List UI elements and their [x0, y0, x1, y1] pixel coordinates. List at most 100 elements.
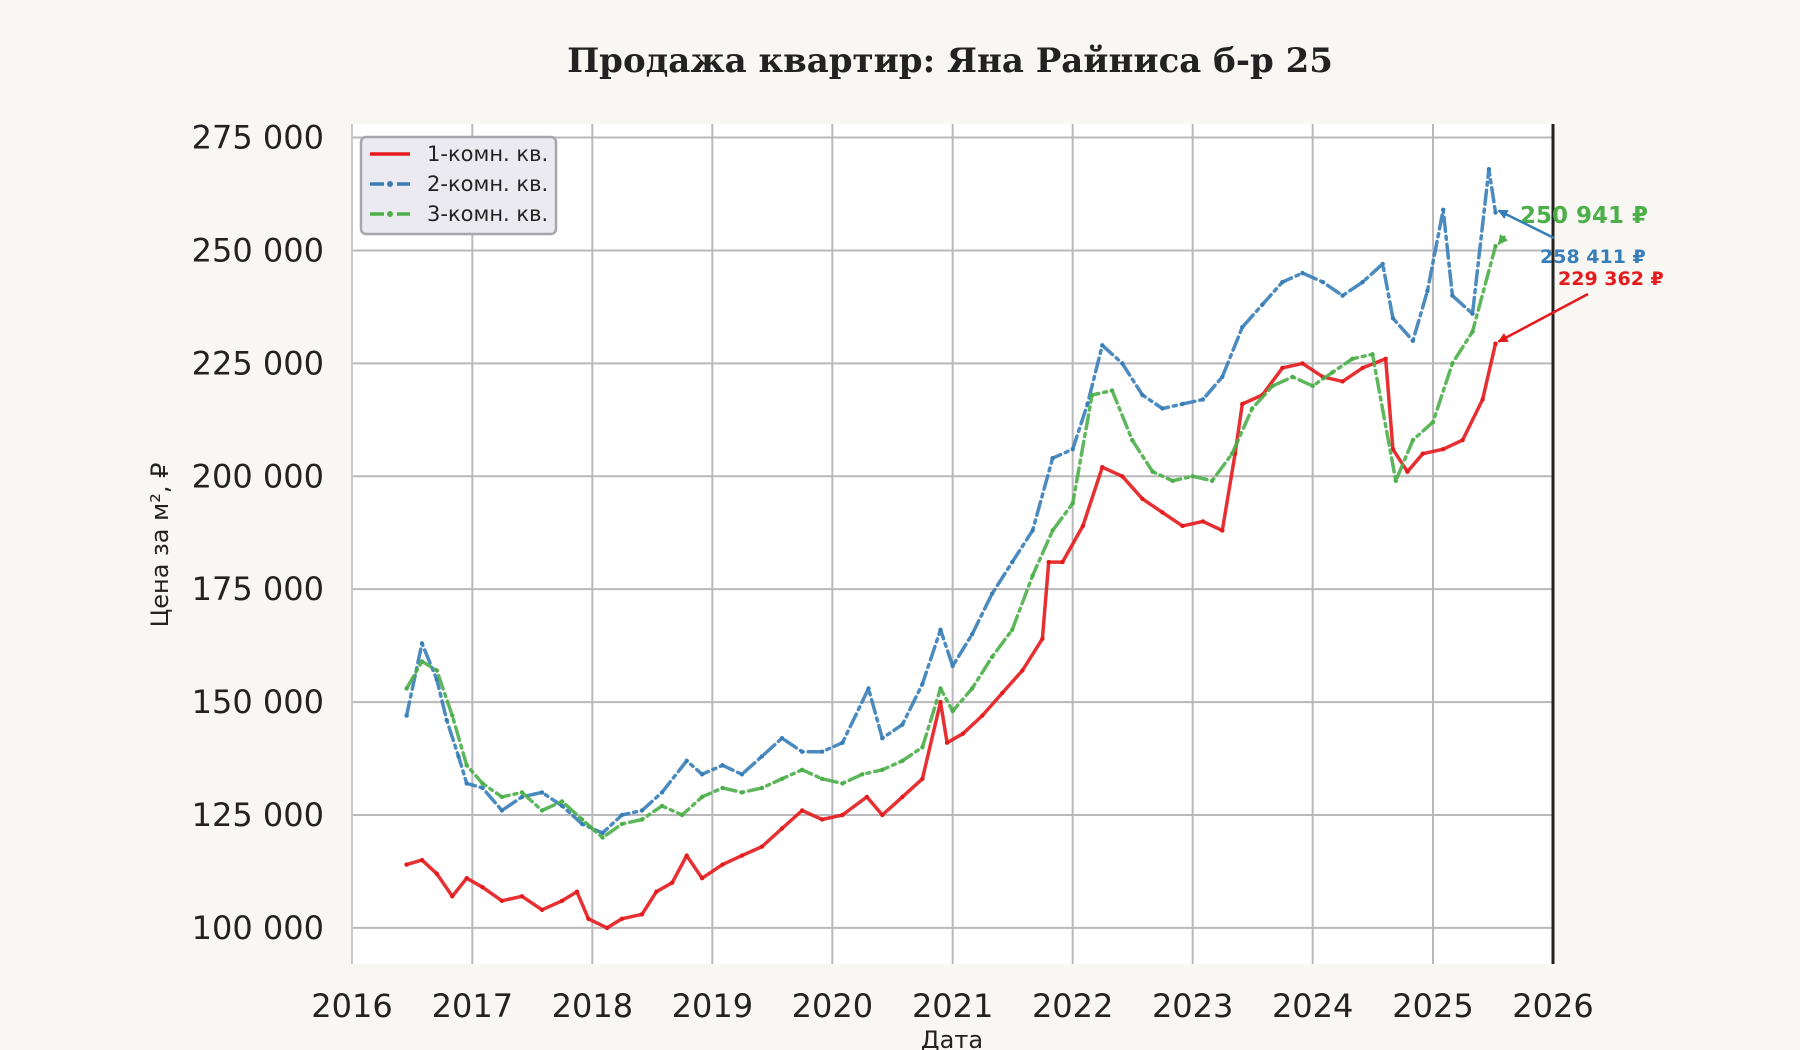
data-point [1050, 456, 1055, 461]
data-point [659, 803, 665, 809]
data-point [989, 654, 995, 660]
data-point [1350, 356, 1355, 361]
data-point [1430, 419, 1436, 425]
data-point [819, 817, 825, 822]
data-point [604, 925, 610, 931]
data-point [600, 835, 605, 840]
data-point [1010, 627, 1015, 632]
data-point [480, 885, 485, 890]
data-point [920, 745, 925, 750]
data-point [779, 736, 785, 741]
value-annotations: 250 941 ₽ 258 411 ₽229 362 ₽ [1497, 203, 1664, 343]
data-point [1050, 528, 1055, 533]
data-point [1085, 401, 1090, 407]
data-point [1000, 690, 1005, 696]
data-point [720, 785, 725, 791]
data-point [639, 912, 645, 917]
data-point [619, 916, 625, 921]
data-point [1470, 329, 1475, 334]
data-point [1393, 478, 1399, 483]
data-point [1046, 559, 1051, 565]
data-point [1360, 279, 1365, 285]
data-point [1070, 447, 1075, 452]
data-point [1405, 469, 1410, 474]
data-point [450, 894, 455, 899]
annotation-label: 250 941 ₽ [1520, 203, 1648, 229]
data-point [1330, 370, 1335, 375]
data-point [759, 785, 765, 791]
data-point [880, 812, 885, 818]
data-point [799, 749, 805, 754]
data-point [1340, 379, 1345, 384]
data-point [1200, 519, 1206, 524]
data-point [960, 731, 966, 736]
annotation-arrow [1497, 209, 1555, 240]
data-point [1493, 341, 1498, 346]
data-point [499, 794, 505, 800]
data-point [840, 812, 845, 818]
data-point [464, 876, 469, 881]
data-point [559, 799, 565, 804]
data-point [819, 749, 825, 754]
annotation-arrow [1497, 292, 1589, 343]
data-point [670, 880, 675, 885]
data-point [720, 862, 725, 867]
data-point [1190, 474, 1195, 479]
annotation-label: 229 362 ₽ [1558, 268, 1664, 290]
data-point [434, 871, 439, 876]
data-point [1460, 437, 1465, 443]
x-axis-label: Дата [921, 1026, 983, 1050]
data-point [819, 776, 825, 781]
data-point [539, 907, 545, 912]
data-point [1120, 361, 1125, 366]
legend-marker [387, 181, 393, 187]
y-tick-label: 150 000 [192, 683, 324, 721]
data-point [880, 767, 885, 772]
data-point [1340, 293, 1345, 298]
data-point [1420, 451, 1426, 456]
data-point [1109, 388, 1115, 393]
x-tick-label: 2025 [1392, 987, 1473, 1025]
data-point [679, 812, 685, 818]
data-point [1493, 210, 1498, 215]
data-point [860, 772, 865, 777]
data-point [969, 686, 975, 691]
data-point [684, 853, 689, 858]
data-point [404, 686, 409, 691]
legend-label: 2-комн. кв. [427, 172, 548, 196]
data-point [950, 708, 955, 714]
data-point [1493, 244, 1498, 249]
data-point [1140, 496, 1145, 501]
data-point [1450, 293, 1455, 298]
data-point [739, 853, 745, 858]
data-point [619, 812, 625, 818]
data-point [659, 790, 665, 795]
data-point [1390, 316, 1396, 321]
data-point [1100, 465, 1105, 470]
data-point [619, 821, 625, 827]
legend: 1-комн. кв. 2-комн. кв. 3-комн. кв. [359, 135, 558, 236]
data-point [779, 776, 785, 781]
x-tick-label: 2023 [1152, 987, 1233, 1025]
data-point [1160, 510, 1165, 515]
data-point [699, 794, 705, 800]
data-point [1240, 325, 1245, 330]
annotation-label: 258 411 ₽ [1540, 246, 1646, 268]
data-point [1441, 207, 1446, 212]
x-tick-label: 2016 [311, 987, 392, 1025]
data-point [1240, 401, 1245, 407]
data-point [1120, 474, 1125, 479]
data-point [1410, 338, 1416, 343]
data-point [759, 754, 765, 759]
x-tick-label: 2017 [432, 987, 513, 1025]
y-tick-label: 225 000 [192, 344, 324, 382]
data-point [456, 754, 461, 759]
data-point [864, 794, 870, 800]
data-point [1360, 365, 1365, 371]
data-point [1209, 478, 1215, 483]
data-point [900, 758, 905, 763]
data-point [1486, 167, 1492, 172]
y-axis-label: Цена за м², ₽ [146, 463, 174, 628]
legend-marker [387, 211, 393, 217]
